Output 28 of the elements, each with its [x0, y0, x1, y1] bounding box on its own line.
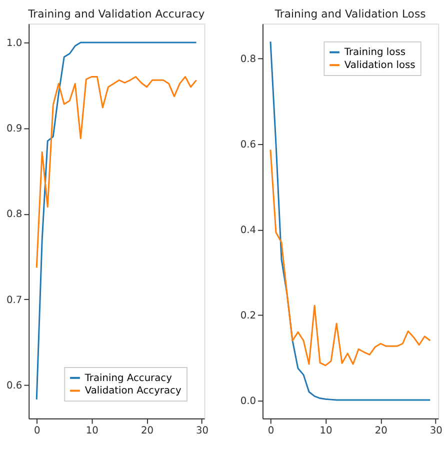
y-tick-label: 0.7 [6, 294, 22, 306]
chart-title: Training and Validation Loss [274, 8, 426, 21]
x-tick-label: 20 [374, 426, 388, 437]
x-tick-label: 0 [268, 426, 274, 437]
y-tick-label: 0.8 [240, 54, 256, 66]
line-series [36, 76, 198, 268]
y-tick-label: 0.6 [240, 140, 256, 151]
x-tick-label: 10 [86, 426, 98, 437]
y-tick-label: 0.0 [240, 396, 256, 407]
legend-label: Training Accuracy [84, 372, 172, 384]
x-tick-label: 30 [196, 426, 209, 437]
line-series [36, 42, 198, 400]
line-series [270, 40, 431, 401]
x-tick-label: 0 [34, 426, 40, 437]
y-tick-label: 0.8 [6, 209, 22, 220]
line-series [270, 148, 431, 366]
legend-label: Training loss [343, 47, 406, 58]
x-tick-label: 10 [320, 426, 332, 437]
legend-label: Validation Accyracy [84, 386, 182, 397]
x-tick-label: 20 [140, 426, 154, 437]
y-tick-label: 0.4 [240, 225, 256, 236]
x-tick-label: 30 [430, 426, 442, 437]
y-tick-label: 0.6 [6, 380, 22, 392]
y-tick-label: 0.9 [6, 124, 22, 135]
y-tick-label: 1.0 [6, 38, 22, 49]
y-tick-label: 0.2 [240, 310, 256, 322]
chart-title: Training and Validation Accuracy [27, 8, 206, 21]
legend-label: Validation loss [344, 60, 416, 72]
